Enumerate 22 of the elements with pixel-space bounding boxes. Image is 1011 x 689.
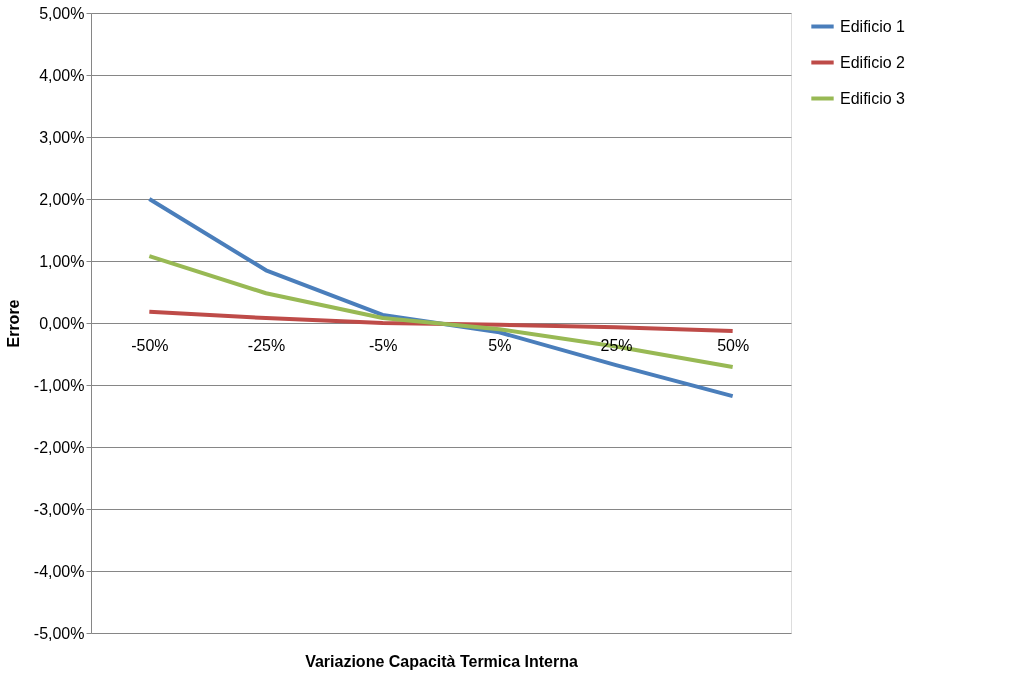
y-tick-label: -1,00% bbox=[33, 376, 85, 394]
y-tick-label: 4,00% bbox=[39, 66, 85, 84]
x-tick-label: -25% bbox=[247, 336, 286, 354]
y-tick-label: 3,00% bbox=[39, 128, 85, 146]
y-axis-title: Errore bbox=[4, 299, 22, 348]
legend-label: Edificio 2 bbox=[840, 53, 906, 71]
y-tick-label: -2,00% bbox=[33, 438, 85, 456]
x-tick-label: 50% bbox=[717, 336, 750, 354]
line-series bbox=[147, 309, 735, 334]
legend-label: Edificio 1 bbox=[840, 17, 906, 35]
x-tick-label: -5% bbox=[368, 336, 398, 354]
y-tick-label: 2,00% bbox=[39, 190, 85, 208]
y-tick-label: -4,00% bbox=[33, 562, 85, 580]
y-tick-label: -5,00% bbox=[33, 624, 85, 642]
x-tick-label: -50% bbox=[131, 336, 169, 354]
legend-label: Edificio 3 bbox=[840, 89, 906, 107]
y-tick-label: 0,00% bbox=[39, 314, 85, 332]
y-tick-label: 5,00% bbox=[39, 4, 85, 22]
y-tick-label: 1,00% bbox=[39, 252, 85, 270]
x-axis-title: Variazione Capacità Termica Interna bbox=[305, 652, 578, 670]
x-tick-label: 5% bbox=[488, 336, 512, 354]
y-tick-label: -3,00% bbox=[33, 500, 85, 518]
